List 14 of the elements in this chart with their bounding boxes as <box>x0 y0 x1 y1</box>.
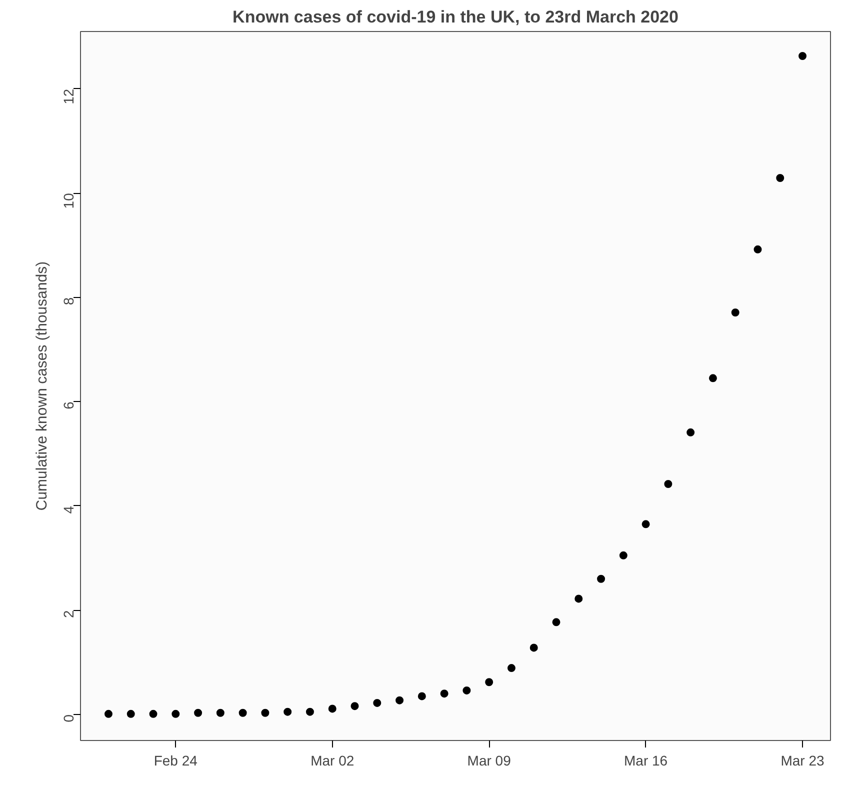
y-tick-label: 10 <box>60 192 76 209</box>
y-tick-label: 2 <box>60 610 76 618</box>
y-tick-label: 8 <box>60 297 76 306</box>
y-tick-label: 12 <box>60 88 76 104</box>
y-tick-label: 4 <box>60 506 76 514</box>
chart-title: Known cases of covid-19 in the UK, to 23rd March 2020 <box>232 8 678 26</box>
y-tick-label: 0 <box>60 714 76 722</box>
y-tick-label: 6 <box>60 401 76 410</box>
y-axis-title: Cumulative known cases (thousands) <box>34 261 50 511</box>
x-tick-label: Mar 23 <box>780 752 825 768</box>
x-tick-label: Feb 24 <box>154 752 198 768</box>
x-tick-label: Mar 16 <box>624 752 668 768</box>
x-tick-label: Mar 02 <box>310 752 354 768</box>
x-tick-label: Mar 09 <box>467 752 512 768</box>
